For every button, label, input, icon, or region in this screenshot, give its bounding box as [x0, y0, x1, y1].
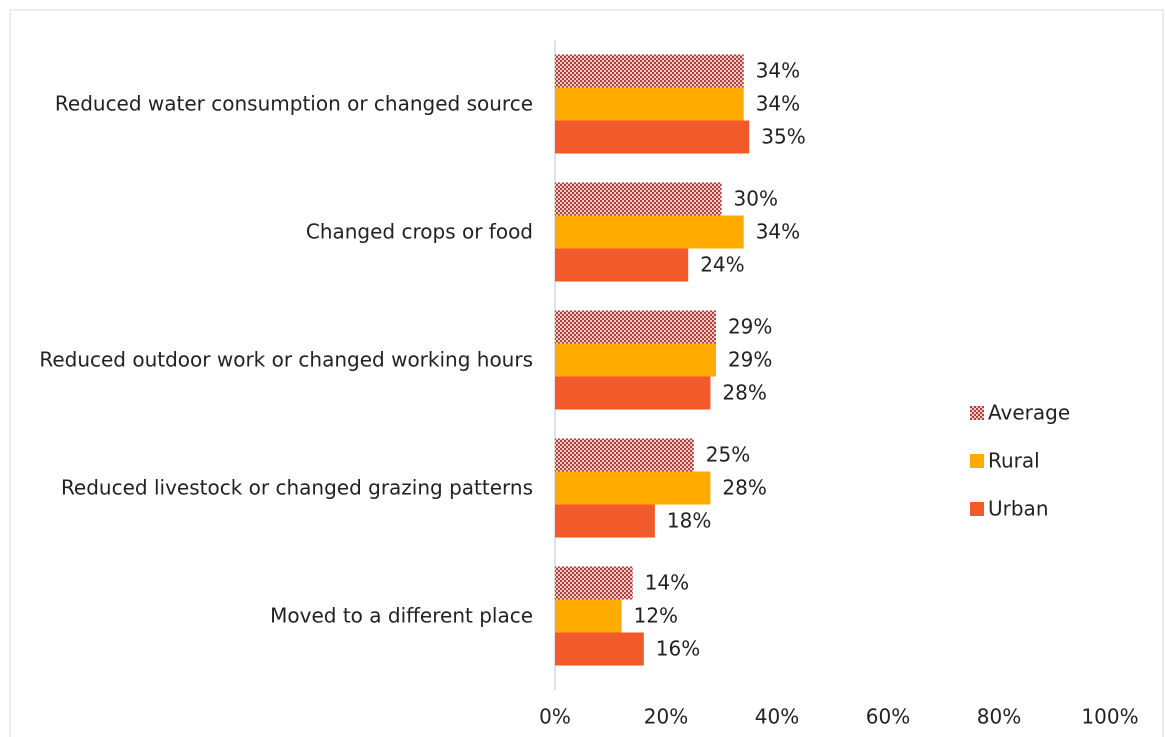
bar	[555, 599, 622, 633]
bar	[555, 215, 744, 249]
x-tick-label: 40%	[755, 705, 799, 729]
legend-swatch	[970, 406, 984, 420]
category-text: Reduced livestock or changed grazing pat…	[60, 475, 533, 500]
x-tick-label: 80%	[977, 705, 1021, 729]
data-label: 25%	[706, 443, 750, 467]
bar	[555, 120, 750, 154]
y-tick-label: Reduced outdoor work or changed working …	[39, 346, 533, 375]
bar	[555, 471, 711, 505]
data-label: 12%	[634, 604, 678, 628]
bar	[555, 248, 689, 282]
y-tick-label: Reduced water consumption or changed sou…	[55, 90, 533, 119]
legend-swatch	[970, 454, 984, 468]
x-tick-label: 100%	[1081, 705, 1138, 729]
bar	[555, 54, 744, 88]
data-label: 34%	[756, 220, 800, 244]
legend-label: Urban	[988, 497, 1049, 521]
bar	[555, 504, 655, 538]
chart-border	[9, 9, 1164, 737]
data-label: 34%	[756, 59, 800, 83]
y-tick-label: Changed crops or food	[306, 218, 533, 247]
x-tick-label: 0%	[539, 705, 571, 729]
data-label: 29%	[728, 315, 772, 339]
legend-label: Rural	[988, 449, 1040, 473]
x-tick-label: 60%	[866, 705, 910, 729]
category-text: Changed crops or food	[305, 219, 533, 244]
bar	[555, 343, 716, 377]
y-tick-label: Reduced livestock or changed grazing pat…	[61, 474, 533, 503]
category-text: Moved to a different place	[270, 603, 533, 628]
bar	[555, 632, 644, 666]
y-tick-label: Moved to a different place	[270, 602, 533, 631]
data-label: 35%	[761, 125, 805, 149]
bar	[555, 376, 711, 410]
data-label: 28%	[722, 381, 766, 405]
bar	[555, 438, 694, 472]
data-label: 30%	[734, 187, 778, 211]
data-label: 18%	[667, 509, 711, 533]
legend-swatch	[970, 502, 984, 516]
data-label: 16%	[656, 637, 700, 661]
data-label: 34%	[756, 92, 800, 116]
data-label: 28%	[722, 476, 766, 500]
category-text: Reduced outdoor work or changed working …	[39, 347, 533, 372]
x-tick-label: 20%	[644, 705, 688, 729]
bar	[555, 310, 716, 344]
bar	[555, 87, 744, 121]
data-label: 14%	[645, 571, 689, 595]
data-label: 29%	[728, 348, 772, 372]
legend-label: Average	[988, 401, 1070, 425]
bar	[555, 182, 722, 216]
bar	[555, 566, 633, 600]
data-label: 24%	[700, 253, 744, 277]
category-text: Reduced water consumption or changed sou…	[54, 91, 533, 116]
